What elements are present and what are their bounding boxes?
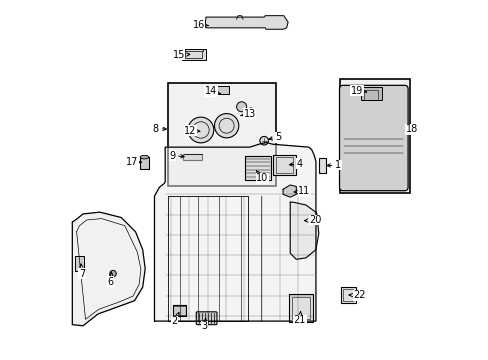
Text: 17: 17 (125, 157, 141, 167)
Polygon shape (205, 16, 287, 29)
Polygon shape (72, 212, 145, 326)
Bar (340, 79, 409, 193)
Ellipse shape (214, 113, 238, 138)
Bar (340, 287, 355, 303)
Ellipse shape (188, 117, 213, 143)
FancyBboxPatch shape (196, 312, 217, 325)
Polygon shape (154, 143, 315, 321)
Bar (172, 305, 186, 316)
Ellipse shape (259, 136, 268, 145)
Text: 22: 22 (348, 290, 365, 300)
Text: 12: 12 (183, 126, 200, 136)
Bar (140, 157, 148, 168)
Text: 21: 21 (293, 311, 305, 325)
Text: 7: 7 (79, 264, 85, 279)
Text: 19: 19 (350, 86, 366, 96)
Text: 15: 15 (172, 50, 189, 60)
Ellipse shape (140, 156, 148, 159)
Bar (183, 154, 202, 159)
Bar (273, 155, 295, 175)
Bar (75, 256, 83, 271)
Ellipse shape (236, 102, 246, 112)
Text: 14: 14 (204, 86, 220, 96)
Text: 1: 1 (326, 160, 341, 170)
Text: 18: 18 (405, 124, 417, 134)
Bar (185, 51, 202, 58)
Bar (289, 294, 312, 322)
Bar (319, 158, 325, 173)
Bar (167, 83, 275, 186)
Text: 9: 9 (169, 151, 184, 161)
Text: 10: 10 (256, 170, 268, 183)
Text: 16: 16 (192, 20, 208, 30)
Text: 5: 5 (268, 132, 281, 142)
Bar (364, 90, 378, 100)
Text: 2: 2 (171, 312, 179, 326)
Polygon shape (283, 185, 296, 197)
Bar (342, 289, 353, 301)
Text: 20: 20 (304, 215, 321, 225)
Bar (275, 157, 293, 173)
Text: 6: 6 (107, 272, 113, 287)
Text: 4: 4 (289, 159, 302, 169)
Bar (213, 86, 228, 94)
Polygon shape (290, 202, 318, 259)
Ellipse shape (110, 270, 116, 277)
Text: 11: 11 (293, 186, 310, 197)
Bar (360, 87, 381, 100)
Text: 8: 8 (153, 123, 166, 134)
Bar (181, 49, 205, 60)
Text: 13: 13 (240, 109, 255, 118)
Polygon shape (244, 156, 271, 180)
Text: 3: 3 (201, 318, 207, 332)
FancyBboxPatch shape (339, 85, 407, 191)
Bar (291, 297, 309, 319)
